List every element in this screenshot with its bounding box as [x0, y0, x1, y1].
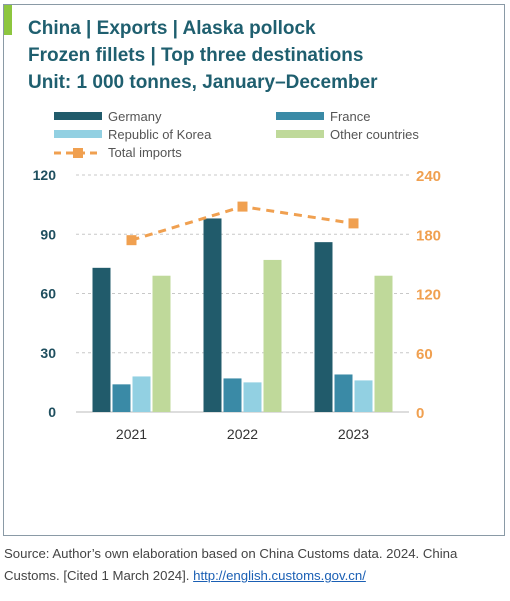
- bar: [374, 275, 393, 412]
- line-series: [131, 205, 354, 242]
- accent-bar: [4, 5, 12, 35]
- bar: [334, 374, 353, 412]
- bar: [314, 242, 333, 412]
- legend-marker: [73, 148, 83, 158]
- chart-card: China | Exports | Alaska pollock Frozen …: [3, 4, 505, 536]
- title-line-3: Unit: 1 000 tonnes, January–December: [28, 72, 378, 93]
- legend-swatch: [276, 130, 324, 138]
- bar: [263, 259, 282, 412]
- source-text: Source: Author’s own elaboration based o…: [4, 546, 458, 583]
- legend-label: Germany: [108, 109, 162, 124]
- bar: [112, 384, 131, 412]
- bar: [223, 378, 242, 412]
- legend-label: Republic of Korea: [108, 127, 212, 142]
- bar: [132, 376, 151, 412]
- y-tick-label: 90: [40, 226, 56, 242]
- source-link[interactable]: http://english.customs.gov.cn/: [193, 568, 366, 583]
- y2-tick-label: 180: [416, 227, 441, 244]
- legend-swatch: [54, 130, 102, 138]
- chart-title: China | Exports | Alaska pollock Frozen …: [28, 15, 378, 96]
- bar: [354, 380, 373, 412]
- line-point: [237, 201, 248, 212]
- y-tick-label: 120: [33, 167, 57, 183]
- y-tick-label: 0: [48, 404, 56, 420]
- legend-label: France: [330, 109, 370, 124]
- y-tick-label: 60: [40, 286, 56, 302]
- title-line-1: China | Exports | Alaska pollock: [28, 18, 316, 39]
- x-tick-label: 2021: [116, 426, 147, 442]
- bar: [243, 382, 262, 412]
- bar: [203, 218, 222, 412]
- legend-label: Total imports: [108, 145, 182, 160]
- y2-tick-label: 240: [416, 168, 441, 185]
- line-point: [348, 218, 359, 229]
- x-tick-label: 2023: [338, 426, 369, 442]
- bar: [152, 275, 171, 412]
- y2-tick-label: 0: [416, 405, 424, 422]
- source-note: Source: Author’s own elaboration based o…: [4, 543, 508, 587]
- bar: [92, 267, 111, 412]
- title-line-2: Frozen fillets | Top three destinations: [28, 45, 364, 66]
- legend-swatch: [54, 112, 102, 120]
- y2-tick-label: 60: [416, 346, 433, 363]
- legend-swatch: [276, 112, 324, 120]
- y2-tick-label: 120: [416, 287, 441, 304]
- x-tick-label: 2022: [227, 426, 258, 442]
- bar-line-chart: Germany France Republic of Korea Other coun…: [33, 109, 441, 442]
- legend-label: Other countries: [330, 127, 419, 142]
- y-tick-label: 30: [40, 345, 56, 361]
- line-point: [126, 235, 137, 246]
